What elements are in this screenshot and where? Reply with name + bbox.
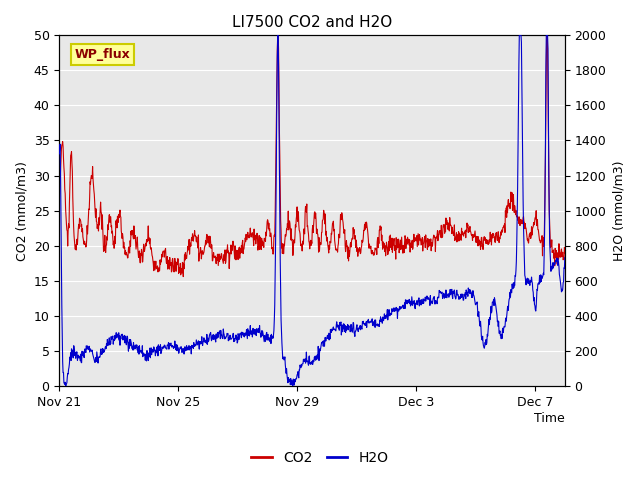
Legend: CO2, H2O: CO2, H2O bbox=[246, 445, 394, 471]
Title: LI7500 CO2 and H2O: LI7500 CO2 and H2O bbox=[232, 15, 392, 30]
Y-axis label: H2O (mmol/m3): H2O (mmol/m3) bbox=[612, 160, 625, 261]
Y-axis label: CO2 (mmol/m3): CO2 (mmol/m3) bbox=[15, 161, 28, 261]
Text: WP_flux: WP_flux bbox=[74, 48, 130, 61]
X-axis label: Time: Time bbox=[534, 412, 565, 425]
